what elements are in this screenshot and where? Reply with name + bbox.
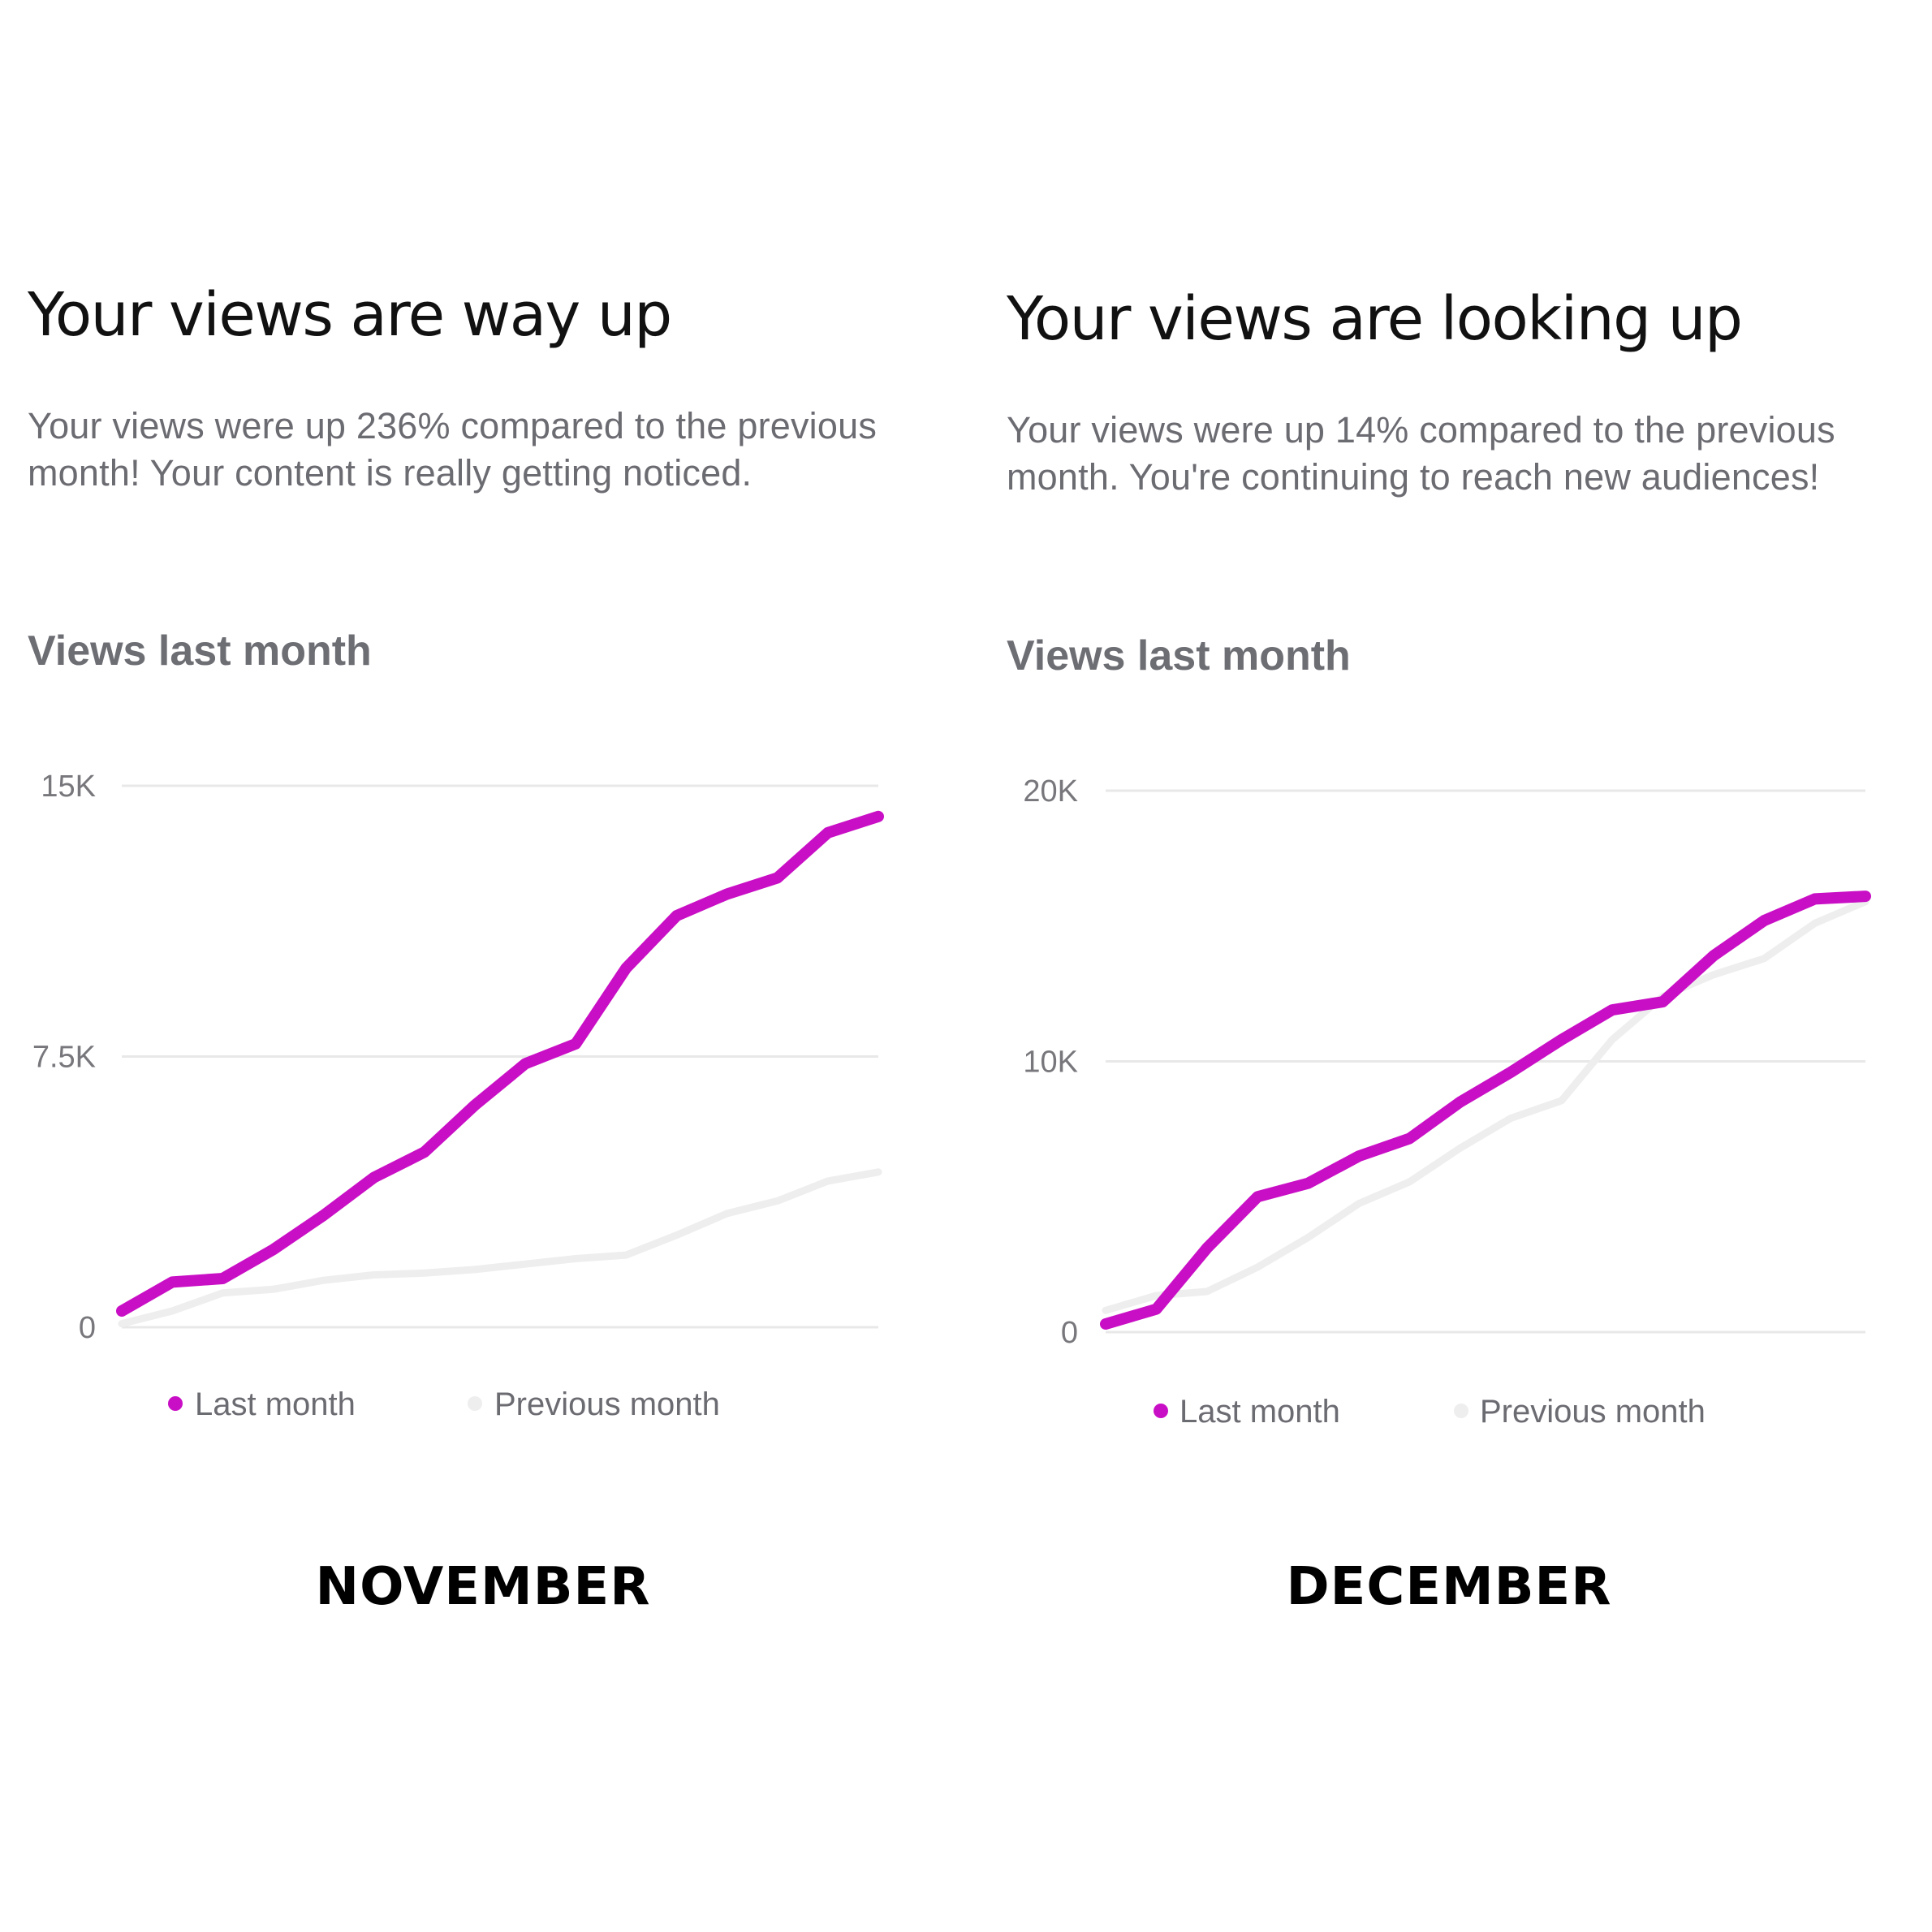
y-tick-label: 10K [1023, 1046, 1078, 1080]
legend-marker-previous-month [468, 1396, 482, 1411]
legend-marker-last-month [168, 1396, 183, 1411]
views-line-chart: 0 10K 20K Last month Previous month [1023, 774, 1871, 1430]
series-lines [1100, 891, 1871, 1330]
series-line-last-month [116, 810, 884, 1317]
legend-marker-last-month [1154, 1404, 1168, 1418]
panel-description: Your views were up 14% compared to the p… [1007, 409, 1835, 498]
legend: Last month Previous month [1154, 1394, 1706, 1430]
views-line-chart: 0 7.5K 15K Last month Previous month [32, 770, 884, 1422]
panel-title: Your views are way up [28, 280, 672, 350]
y-tick-labels: 0 10K 20K [1023, 774, 1078, 1350]
y-tick-label: 15K [41, 770, 96, 804]
panel-title: Your views are looking up [1007, 284, 1743, 354]
series-line-last-month [1100, 891, 1871, 1330]
legend-label-previous-month: Previous month [1480, 1394, 1706, 1430]
series-line-previous-month [118, 1168, 882, 1328]
series-lines [116, 810, 884, 1328]
y-tick-labels: 0 7.5K 15K [32, 770, 96, 1345]
legend-label-previous-month: Previous month [494, 1386, 720, 1422]
grid-lines [1106, 789, 1865, 1334]
december-panel: Your views are looking up Your views wer… [966, 0, 1932, 1932]
y-tick-label: 20K [1023, 774, 1078, 809]
y-tick-label: 7.5K [32, 1041, 96, 1075]
series-line-previous-month [1102, 898, 1869, 1314]
grid-lines [122, 784, 878, 1329]
chart-subtitle: Views last month [1007, 632, 1351, 679]
november-panel: Your views are way up Your views were up… [28, 280, 884, 1617]
legend-marker-previous-month [1454, 1404, 1468, 1418]
month-caption: DECEMBER [1286, 1557, 1612, 1617]
legend-label-last-month: Last month [195, 1386, 356, 1422]
chart-subtitle: Views last month [28, 627, 372, 675]
month-caption: NOVEMBER [315, 1557, 651, 1617]
y-tick-label: 0 [79, 1311, 96, 1345]
legend: Last month Previous month [168, 1386, 720, 1422]
legend-label-last-month: Last month [1179, 1394, 1340, 1430]
y-tick-label: 0 [1061, 1316, 1078, 1350]
panel-description: Your views were up 236% compared to the … [28, 405, 878, 494]
